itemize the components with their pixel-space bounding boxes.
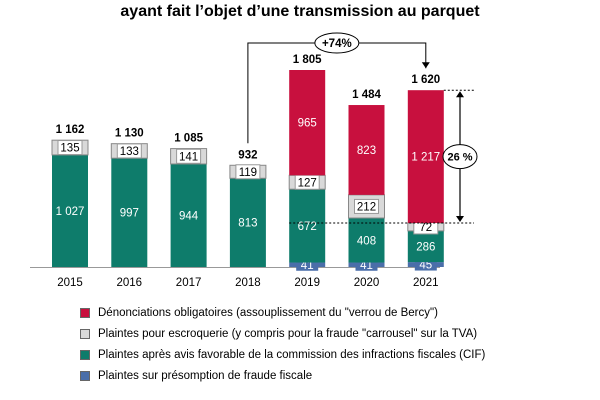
stacked-bar-chart: 1 027 135 1 162 2015 997 133 1 130 2016 944 141 1 … <box>30 32 478 289</box>
data-label-escroquerie-2021: 72 <box>419 222 432 234</box>
legend-swatch-cif <box>80 349 90 360</box>
share-arrow-head-down <box>456 216 464 223</box>
data-label-cif-2018: 813 <box>238 218 257 230</box>
share-arrow-head-up <box>456 91 464 98</box>
legend-item-escroquerie: Plaintes pour escroquerie (y compris pou… <box>80 323 485 344</box>
data-label-denonciations-2019: 965 <box>298 118 317 130</box>
legend-label-presomption: Plaintes sur présomption de fraude fisca… <box>98 369 313 382</box>
x-tick-label-2020: 2020 <box>354 277 380 289</box>
data-label-escroquerie-2019: 127 <box>298 177 317 189</box>
x-tick-label-2018: 2018 <box>235 277 261 289</box>
chart-legend: Dénonciations obligatoires (assouplissem… <box>80 302 485 386</box>
legend-swatch-escroquerie <box>80 328 90 339</box>
data-label-cif-2020: 408 <box>357 235 376 247</box>
x-tick-label-2017: 2017 <box>176 277 202 289</box>
bar-cif-2021 <box>407 230 444 263</box>
data-label-bg-escroquerie-2015 <box>57 140 83 156</box>
legend-item-cif: Plaintes après avis favorable de la comm… <box>80 344 485 365</box>
total-label-2017: 1 085 <box>174 133 203 145</box>
data-label-bg-escroquerie-2020 <box>354 198 379 214</box>
bar-cif-2019 <box>289 189 326 263</box>
bar-denonciations-2020 <box>348 105 385 195</box>
legend-label-cif: Plaintes après avis favorable de la comm… <box>98 348 486 361</box>
bar-denonciations-2019 <box>289 70 326 176</box>
data-label-bg-escroquerie-2016 <box>116 143 142 159</box>
growth-annotation-label: +74% <box>322 38 352 50</box>
legend-swatch-presomption <box>80 370 90 381</box>
legend-item-presomption: Plaintes sur présomption de fraude fisca… <box>80 365 485 386</box>
data-label-escroquerie-2016: 133 <box>120 146 139 158</box>
total-label-2018: 932 <box>238 149 257 161</box>
legend-swatch-denonciations <box>80 307 90 318</box>
data-label-cif-2016: 997 <box>120 208 139 220</box>
bar-cif-2015 <box>52 154 88 267</box>
total-label-2015: 1 162 <box>56 124 85 136</box>
data-label-escroquerie-2020: 212 <box>357 201 376 213</box>
data-label-bg-escroquerie-2017 <box>176 148 202 164</box>
legend-label-escroquerie: Plaintes pour escroquerie (y compris pou… <box>98 327 478 340</box>
growth-annotation-bubble <box>314 32 360 54</box>
data-label-presomption-2020: 41 <box>360 260 373 272</box>
total-label-2021: 1 620 <box>411 74 440 86</box>
data-label-escroquerie-2018: 119 <box>239 167 257 179</box>
bar-cif-2018 <box>229 178 266 267</box>
data-label-cif-2021: 286 <box>416 242 435 254</box>
total-label-2019: 1 805 <box>293 54 322 66</box>
data-label-denonciations-2020: 823 <box>357 145 376 157</box>
data-label-presomption-2021: 45 <box>419 260 432 272</box>
data-label-escroquerie-2017: 141 <box>179 151 198 163</box>
data-label-cif-2015: 1 027 <box>56 206 85 218</box>
bar-denonciations-2021 <box>407 90 444 224</box>
bar-cif-2020 <box>348 217 385 263</box>
data-label-denonciations-2021: 1 217 <box>411 152 440 164</box>
bar-cif-2017 <box>170 163 207 267</box>
x-tick-label-2015: 2015 <box>57 277 83 289</box>
data-label-cif-2019: 672 <box>298 221 317 233</box>
legend-label-denonciations: Dénonciations obligatoires (assouplissem… <box>98 306 438 319</box>
growth-arrow-head <box>421 62 430 69</box>
chart-title: ayant fait l’objet d’une transmission au… <box>120 3 480 20</box>
data-label-cif-2017: 944 <box>179 211 199 223</box>
data-label-bg-escroquerie-2018 <box>235 164 261 180</box>
legend-item-denonciations: Dénonciations obligatoires (assouplissem… <box>80 302 485 323</box>
bar-cif-2016 <box>111 158 148 267</box>
total-label-2020: 1 484 <box>352 89 381 101</box>
x-tick-label-2021: 2021 <box>413 277 439 289</box>
share-annotation-bubble <box>442 144 478 170</box>
data-label-presomption-2019: 41 <box>301 260 314 272</box>
x-tick-label-2019: 2019 <box>294 277 320 289</box>
share-annotation-label: 26 % <box>447 152 472 164</box>
data-label-escroquerie-2015: 135 <box>60 143 79 155</box>
x-tick-label-2016: 2016 <box>117 277 143 289</box>
growth-arrow-line <box>247 42 427 144</box>
total-label-2016: 1 130 <box>115 128 144 140</box>
